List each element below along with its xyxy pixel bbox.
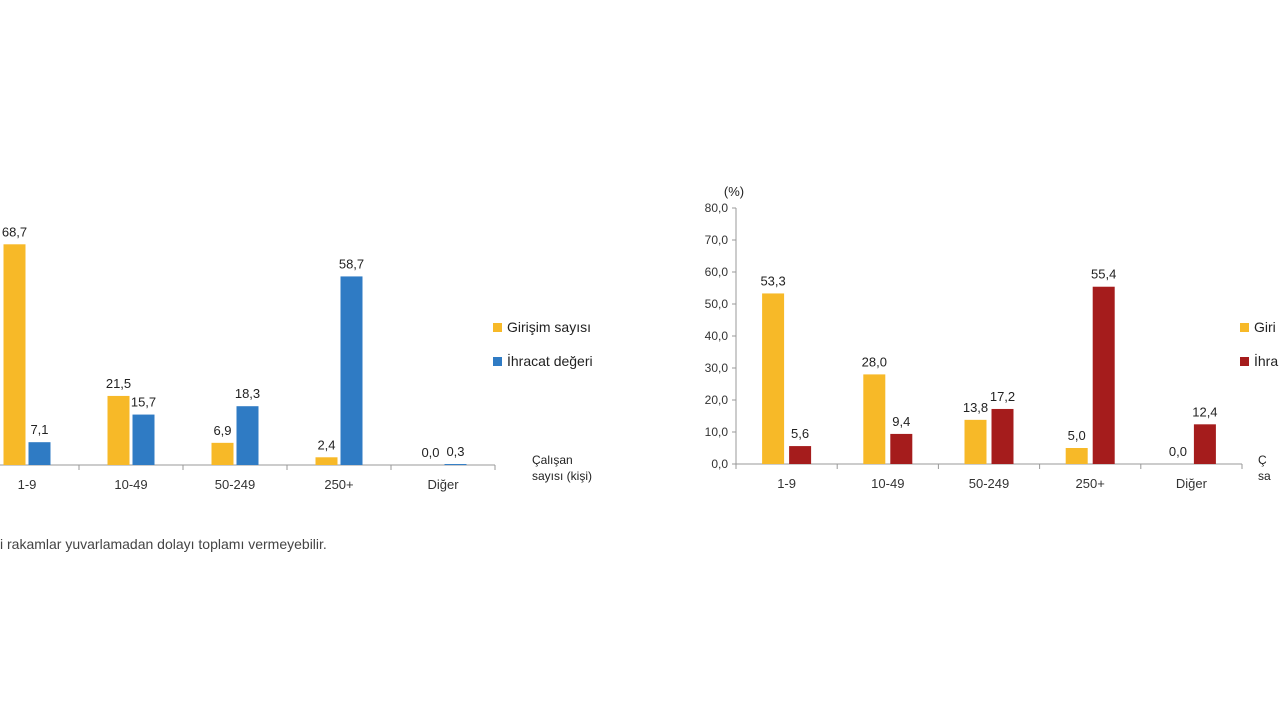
right-legend-label: İhra [1254, 352, 1278, 369]
left-bar-series1 [107, 395, 130, 465]
right-y-tick-label: 30,0 [705, 361, 729, 375]
right-data-label: 53,3 [760, 273, 785, 288]
left-x-axis-title: sayısı (kişi) [532, 469, 592, 483]
left-bar-series2 [132, 414, 155, 465]
right-y-tick-label: 80,0 [705, 201, 729, 215]
left-x-tick-label: 50-249 [215, 477, 255, 492]
right-bar-series1 [762, 293, 785, 464]
left-x-tick-label: 10-49 [114, 477, 147, 492]
footnote: i rakamlar yuvarlamadan dolayı toplamı v… [0, 536, 327, 552]
right-bar-series1 [1065, 448, 1088, 464]
left-bar-chart: 1-9 10-49 50-249 250+ Diğer 68,7 21,5 6,9 2,4 0,0… [0, 224, 593, 492]
right-x-axis-title: Ç [1258, 453, 1267, 467]
right-legend-swatch [1240, 323, 1249, 332]
left-data-label: 15,7 [131, 395, 156, 410]
right-x-tick-label: Diğer [1176, 476, 1208, 491]
left-data-label: 21,5 [106, 376, 131, 391]
right-data-label: 5,6 [791, 426, 809, 441]
right-y-tick-label: 10,0 [705, 425, 729, 439]
left-data-label: 0,0 [421, 445, 439, 460]
left-data-label: 68,7 [2, 224, 27, 239]
right-x-tick-label: 250+ [1076, 476, 1105, 491]
left-bar-series2 [340, 276, 363, 465]
left-x-tick-label: Diğer [427, 477, 459, 492]
left-bar-series2 [28, 442, 51, 465]
left-data-label: 0,3 [446, 444, 464, 459]
right-legend-swatch [1240, 357, 1249, 366]
left-data-label: 58,7 [339, 256, 364, 271]
right-bar-series2 [789, 446, 812, 464]
right-x-tick-label: 50-249 [969, 476, 1009, 491]
right-data-label: 0,0 [1169, 444, 1187, 459]
left-data-label: 6,9 [213, 423, 231, 438]
left-legend-swatch [493, 323, 502, 332]
right-legend-label: Giri [1254, 319, 1276, 335]
right-x-tick-label: 1-9 [777, 476, 796, 491]
right-data-label: 17,2 [990, 389, 1015, 404]
right-y-tick-label: 0,0 [711, 457, 728, 471]
right-data-label: 13,8 [963, 400, 988, 415]
right-bar-series2 [890, 433, 913, 464]
left-bar-series1 [3, 244, 26, 465]
left-legend-label: İhracat değeri [507, 352, 593, 369]
right-x-axis-title: sa [1258, 469, 1271, 483]
right-x-tick-label: 10-49 [871, 476, 904, 491]
right-data-label: 28,0 [862, 354, 887, 369]
left-legend-swatch [493, 357, 502, 366]
right-bar-series1 [863, 374, 886, 464]
left-data-label: 2,4 [317, 437, 335, 452]
right-y-tick-label: 50,0 [705, 297, 729, 311]
right-y-axis-unit-label: (%) [724, 184, 744, 199]
left-x-tick-label: 1-9 [18, 477, 37, 492]
left-bar-series2 [444, 464, 467, 466]
right-y-tick-label: 60,0 [705, 265, 729, 279]
right-bar-series2 [1092, 286, 1115, 464]
left-data-label: 7,1 [30, 422, 48, 437]
left-data-label: 18,3 [235, 386, 260, 401]
left-x-axis-title: Çalışan [532, 453, 573, 467]
right-y-tick-label: 20,0 [705, 393, 729, 407]
right-data-label: 55,4 [1091, 267, 1116, 282]
right-bar-series2 [991, 408, 1014, 464]
right-data-label: 12,4 [1192, 404, 1217, 419]
right-data-label: 5,0 [1068, 428, 1086, 443]
right-bar-chart: 0,0 10,0 20,0 30,0 40,0 50,0 60,0 70,0 80,0 (%) 1-… [705, 184, 1279, 491]
left-legend-label: Girişim sayısı [507, 319, 591, 335]
right-y-tick-label: 40,0 [705, 329, 729, 343]
right-bar-series2 [1193, 424, 1216, 464]
right-y-tick-label: 70,0 [705, 233, 729, 247]
right-data-label: 9,4 [892, 414, 910, 429]
right-bar-series1 [964, 419, 987, 464]
left-x-tick-label: 250+ [324, 477, 353, 492]
left-bar-series1 [315, 457, 338, 465]
left-bar-series2 [236, 406, 259, 465]
left-bar-series1 [211, 442, 234, 465]
